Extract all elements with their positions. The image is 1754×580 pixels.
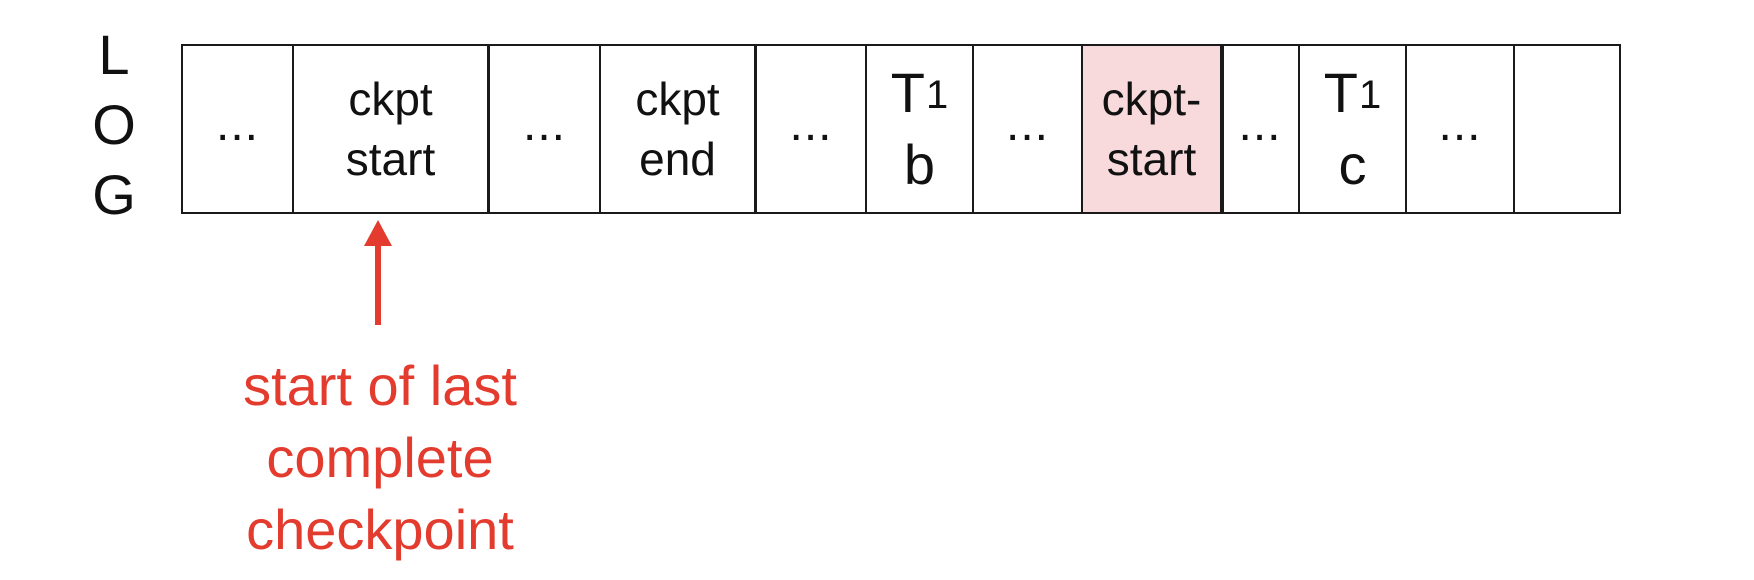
log-label: L O G (88, 20, 140, 230)
ellipsis-text: ... (1238, 98, 1282, 151)
log-cell-ckpt-start: ckpt start (294, 46, 490, 212)
cell-line: ckpt- (1101, 73, 1202, 125)
cell-line: ckpt (635, 73, 720, 125)
cell-line: end (639, 133, 716, 185)
annotation-line: complete (266, 426, 494, 489)
annotation-line: start of last (243, 354, 517, 417)
cell-line: start (1106, 133, 1197, 185)
log-letter-g: G (92, 163, 136, 226)
log-cell-ckpt-start-highlighted: ckpt- start (1081, 44, 1224, 214)
ellipsis-text: ... (1005, 98, 1049, 151)
log-letter-l: L (98, 23, 130, 86)
log-cell-ellipsis: ... (1222, 46, 1300, 212)
log-cell-t1-b: T1 b (867, 46, 974, 212)
ellipsis-text: ... (789, 98, 833, 151)
log-cell-ellipsis: ... (490, 46, 601, 212)
transaction-label: T1 (1323, 61, 1382, 124)
ellipsis-text: ... (215, 98, 259, 151)
transaction-item: b (903, 133, 936, 196)
log-cell-t1-c: T1 c (1300, 46, 1407, 212)
log-cell-ellipsis: ... (757, 46, 867, 212)
checkpoint-annotation: start of last complete checkpoint (180, 350, 580, 566)
ellipsis-text: ... (522, 98, 566, 151)
log-cell-ellipsis: ... (974, 46, 1083, 212)
log-letter-o: O (92, 93, 136, 156)
log-cell-ellipsis: ... (183, 46, 294, 212)
transaction-label: T1 (890, 61, 949, 124)
log-cell-empty (1515, 46, 1619, 212)
log-cell-ellipsis: ... (1407, 46, 1515, 212)
annotation-line: checkpoint (246, 498, 514, 561)
cell-line: ckpt (348, 73, 433, 125)
log-strip: ... ckpt start ... ckpt end ... T1 b ...… (181, 44, 1621, 214)
up-arrow-icon (364, 220, 392, 325)
log-cell-ckpt-end: ckpt end (601, 46, 757, 212)
transaction-item: c (1338, 133, 1367, 196)
ellipsis-text: ... (1438, 98, 1482, 151)
cell-line: start (345, 133, 436, 185)
